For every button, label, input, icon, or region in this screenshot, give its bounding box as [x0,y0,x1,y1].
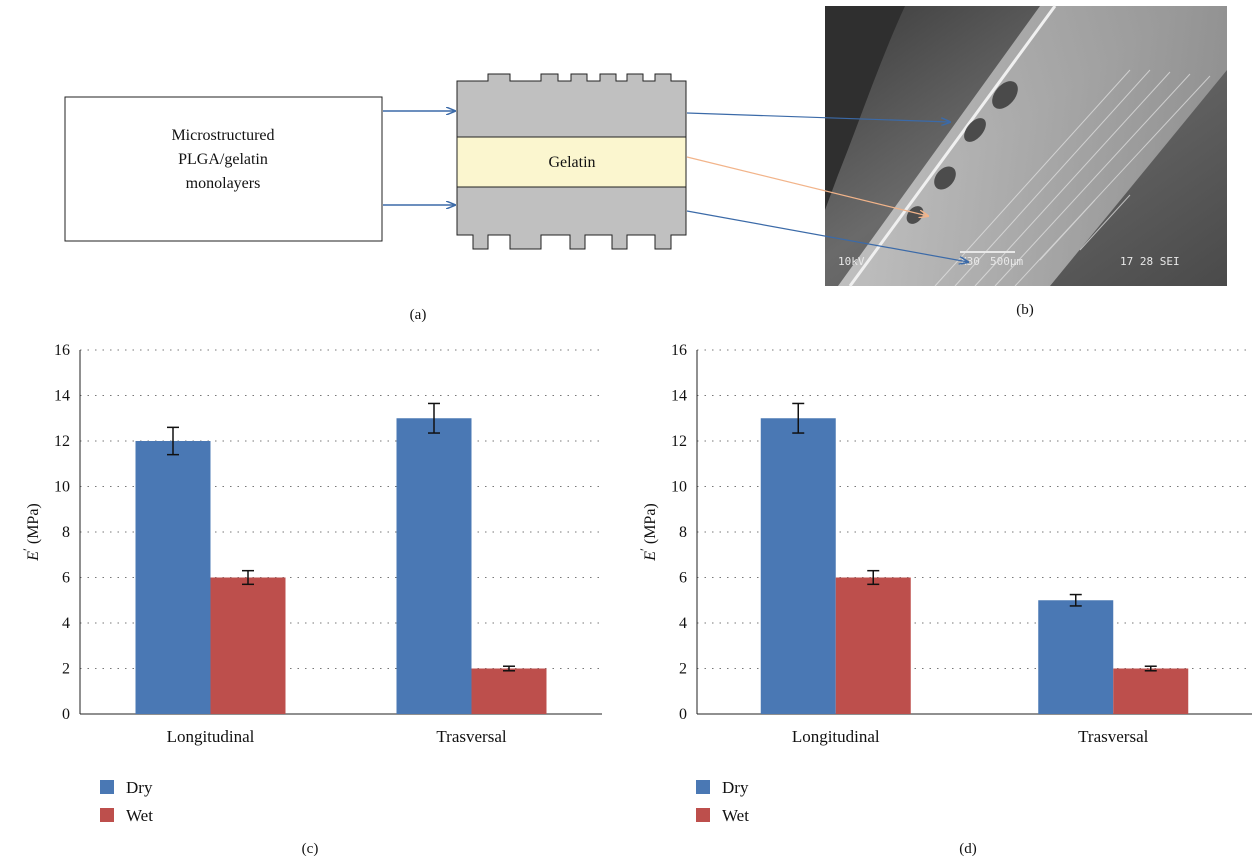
legend-swatch-dry [696,780,710,794]
x-category-label: Longitudinal [792,727,880,746]
y-tick-label: 16 [671,342,687,359]
y-tick-label: 14 [54,388,70,405]
legend-label-wet: Wet [126,806,153,825]
y-tick-label: 12 [54,433,70,450]
x-category-label: Trasversal [1078,727,1148,746]
bottom-plga-layer [457,187,686,249]
caption-a: (a) [410,307,427,323]
y-tick-label: 4 [679,615,687,632]
bar-dry-trasversal [1038,600,1113,714]
y-tick-label: 16 [54,342,70,359]
bar-dry-longitudinal [761,418,836,714]
box-text-line-2: PLGA/gelatin [178,151,268,168]
y-tick-label: 14 [671,388,687,405]
caption-b: (b) [1016,302,1034,318]
bar-wet-longitudinal [211,578,286,715]
bar-wet-trasversal [1113,669,1188,715]
description-box [65,97,382,241]
y-tick-label: 4 [62,615,70,632]
y-tick-label: 6 [679,570,687,587]
legend-label-wet: Wet [722,806,749,825]
y-tick-label: 0 [62,706,70,723]
panel-b-sem-image: 10kV X30 500μm 17 28 SEI (b) [687,6,1227,318]
bar-wet-trasversal [472,669,547,715]
sem-scale: 500μm [990,255,1023,268]
legend-label-dry: Dry [722,778,749,797]
chart-d: 0 2 4 6 8 10 12 14 16 E′ (MPa) Longitudinal Trasver… [637,342,1252,825]
y-tick-label: 8 [679,524,687,541]
legend-swatch-wet [100,808,114,822]
sem-voltage: 10kV [838,255,865,268]
y-tick-label: 10 [671,479,687,496]
box-text-line-3: monolayers [186,175,261,192]
x-category-label: Trasversal [436,727,506,746]
bar-dry-trasversal [397,418,472,714]
bar-wet-longitudinal [836,578,911,715]
y-tick-label: 8 [62,524,70,541]
gelatin-label: Gelatin [548,154,595,171]
caption-c: (c) [302,841,319,857]
y-tick-label: 2 [679,661,687,678]
y-tick-label: 0 [679,706,687,723]
legend-label-dry: Dry [126,778,153,797]
caption-d: (d) [959,841,977,857]
chart-c: 0 2 4 6 8 10 12 14 16 E′ (MPa) Longitudinal Trasver… [20,342,602,825]
box-text-line-1: Microstructured [171,127,274,144]
y-tick-label: 10 [54,479,70,496]
y-axis-title: E′ (MPa) [637,503,659,562]
top-plga-layer [457,74,686,137]
legend-swatch-dry [100,780,114,794]
legend-swatch-wet [696,808,710,822]
x-category-label: Longitudinal [167,727,255,746]
panel-a-diagram: Microstructured PLGA/gelatin monolayers … [65,74,686,323]
y-axis-title: E′ (MPa) [20,503,42,562]
y-tick-label: 12 [671,433,687,450]
y-tick-label: 6 [62,570,70,587]
sem-id: 17 28 SEI [1120,255,1180,268]
y-tick-label: 2 [62,661,70,678]
bar-dry-longitudinal [136,441,211,714]
